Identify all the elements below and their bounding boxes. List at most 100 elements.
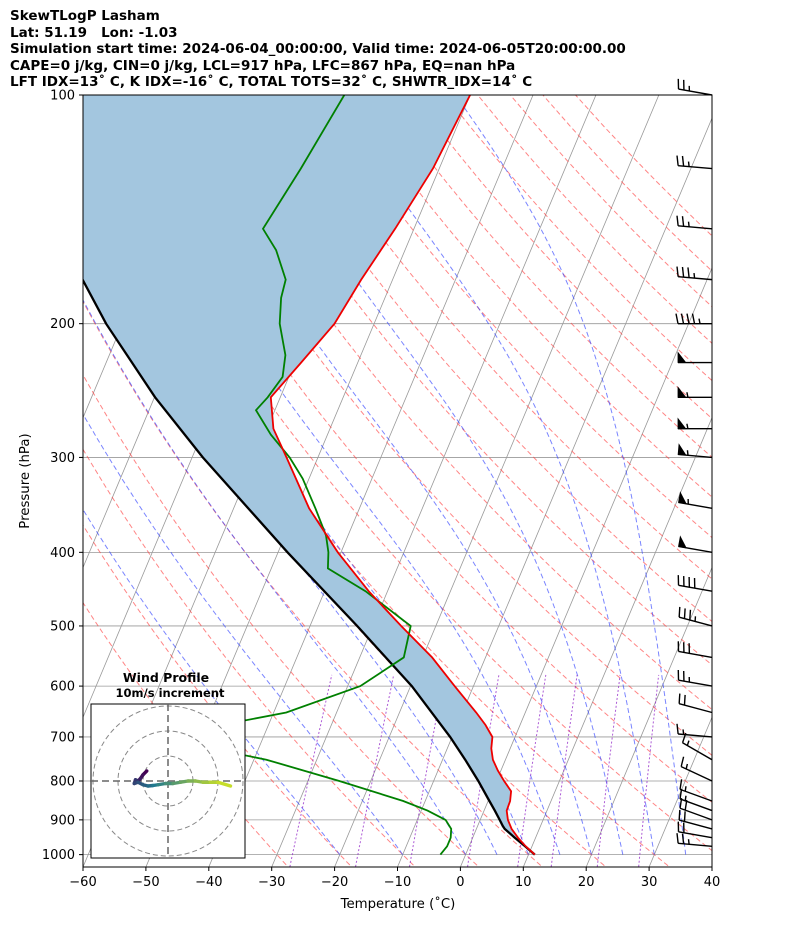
- y-axis-label: Pressure (hPa): [18, 433, 33, 528]
- dry-adiabat: [86, 95, 712, 852]
- x-tick-label: −50: [132, 875, 159, 890]
- x-tick-label: 20: [578, 875, 595, 890]
- wind-barb-full: [680, 313, 685, 324]
- wind-barb-shaft: [680, 766, 713, 782]
- moist-adiabat: [232, 95, 624, 855]
- moist-adiabat: [83, 229, 498, 855]
- wind-barb-full: [689, 609, 692, 621]
- x-tick-label: 40: [704, 875, 721, 890]
- wind-barb: [676, 266, 713, 281]
- wind-barbs: [675, 78, 713, 847]
- dry-adiabat: [314, 95, 712, 539]
- wind-barb: [677, 351, 712, 364]
- wind-barb: [677, 443, 713, 459]
- wind-barb-full: [680, 756, 685, 767]
- wind-barb: [677, 669, 713, 687]
- wind-barb-shaft: [678, 679, 713, 687]
- wind-barb-full: [691, 313, 696, 324]
- dry-adiabat: [118, 95, 712, 803]
- chart-title: SkewTLogP Lasham: [10, 8, 160, 24]
- wind-barb-full: [676, 723, 679, 735]
- mixing-ratio-line: [596, 674, 621, 867]
- wind-barb-shaft: [679, 798, 713, 812]
- wind-barb-shaft: [678, 842, 713, 847]
- wind-barb-shaft: [678, 650, 713, 659]
- isotherm-line: [208, 95, 534, 867]
- wind-barb-half: [698, 318, 701, 324]
- wind-barb-full: [676, 155, 679, 166]
- wind-barb-full: [676, 833, 679, 844]
- wind-barb: [677, 821, 713, 839]
- moist-adiabat: [83, 413, 404, 855]
- moist-adiabat: [102, 95, 561, 855]
- wind-barb-shaft: [678, 88, 713, 96]
- isotherm-line: [648, 716, 712, 867]
- wind-barb-full: [683, 694, 686, 706]
- y-tick-label: 600: [50, 680, 75, 695]
- wind-barb-shaft: [678, 275, 713, 281]
- wind-barb: [675, 313, 712, 325]
- wind-barb-half: [687, 839, 690, 845]
- wind-barb: [677, 641, 713, 659]
- wind-barb-half: [686, 740, 690, 746]
- wind-barb-half: [685, 763, 689, 770]
- wind-barb-full: [678, 693, 681, 704]
- hodograph-segment: [216, 780, 233, 788]
- isotherm-line: [522, 416, 712, 867]
- wind-barb-half: [687, 221, 690, 227]
- hodograph-subtitle: 10m/s increment: [116, 686, 225, 700]
- wind-barb-full: [676, 215, 679, 226]
- x-tick-label: −30: [258, 875, 285, 890]
- wind-barb-shaft: [678, 584, 713, 592]
- hodograph: Wind Profile 10m/s increment: [90, 670, 246, 859]
- wind-barb: [680, 756, 713, 782]
- wind-barb-full: [679, 788, 683, 800]
- wind-barb-full: [679, 779, 683, 790]
- x-axis-label: Temperature (˚C): [340, 895, 456, 912]
- x-tick-label: 10: [515, 875, 532, 890]
- location-text: Lat: 51.19 Lon: -1.03: [10, 24, 178, 41]
- dry-adiabat: [281, 95, 712, 580]
- hodograph-title: Wind Profile: [123, 670, 209, 685]
- wind-barb-full: [678, 809, 681, 821]
- dry-adiabat: [509, 95, 712, 308]
- y-tick-label: 800: [50, 775, 75, 790]
- wind-barb-full: [675, 313, 679, 324]
- wind-barb-shaft: [678, 616, 713, 627]
- mixing-ratio-line: [355, 674, 395, 867]
- y-tick-label: 900: [50, 813, 75, 828]
- x-tick-label: −40: [195, 875, 222, 890]
- wind-barb-full: [679, 798, 683, 809]
- temperature-line: [269, 95, 536, 856]
- wind-barb-full: [687, 267, 690, 278]
- wind-barb-shaft: [678, 225, 713, 230]
- wind-barb-half: [686, 450, 689, 456]
- wind-barb-shaft: [678, 733, 713, 738]
- wind-barb-half: [682, 729, 685, 735]
- y-tick-label: 200: [50, 317, 75, 332]
- wind-barb: [677, 575, 713, 592]
- moist-adiabat: [159, 95, 592, 855]
- y-tick-label: 700: [50, 730, 75, 745]
- moist-adiabat: [83, 299, 467, 855]
- y-tick-label: 500: [50, 619, 75, 634]
- wind-barb-shaft: [678, 164, 713, 170]
- wind-barb: [678, 491, 713, 509]
- wind-barb: [676, 833, 713, 847]
- wind-barb-full: [686, 313, 690, 324]
- mixing-ratio-line: [517, 674, 547, 867]
- isotherm-line: [334, 95, 660, 867]
- wind-barb-flag: [678, 535, 687, 549]
- wind-barb: [681, 732, 713, 761]
- sounding-profiles: [83, 95, 536, 856]
- wind-barb: [679, 788, 713, 812]
- wind-barb-flag: [677, 351, 687, 363]
- dry-adiabat: [83, 524, 353, 867]
- wind-barb: [677, 417, 712, 430]
- wind-barb-full: [683, 608, 686, 619]
- isotherm-line: [83, 95, 94, 120]
- wind-barb-half: [687, 161, 690, 167]
- y-tick-label: 1000: [42, 848, 75, 863]
- wind-barb-full: [681, 266, 685, 278]
- dry-adiabat: [346, 95, 712, 498]
